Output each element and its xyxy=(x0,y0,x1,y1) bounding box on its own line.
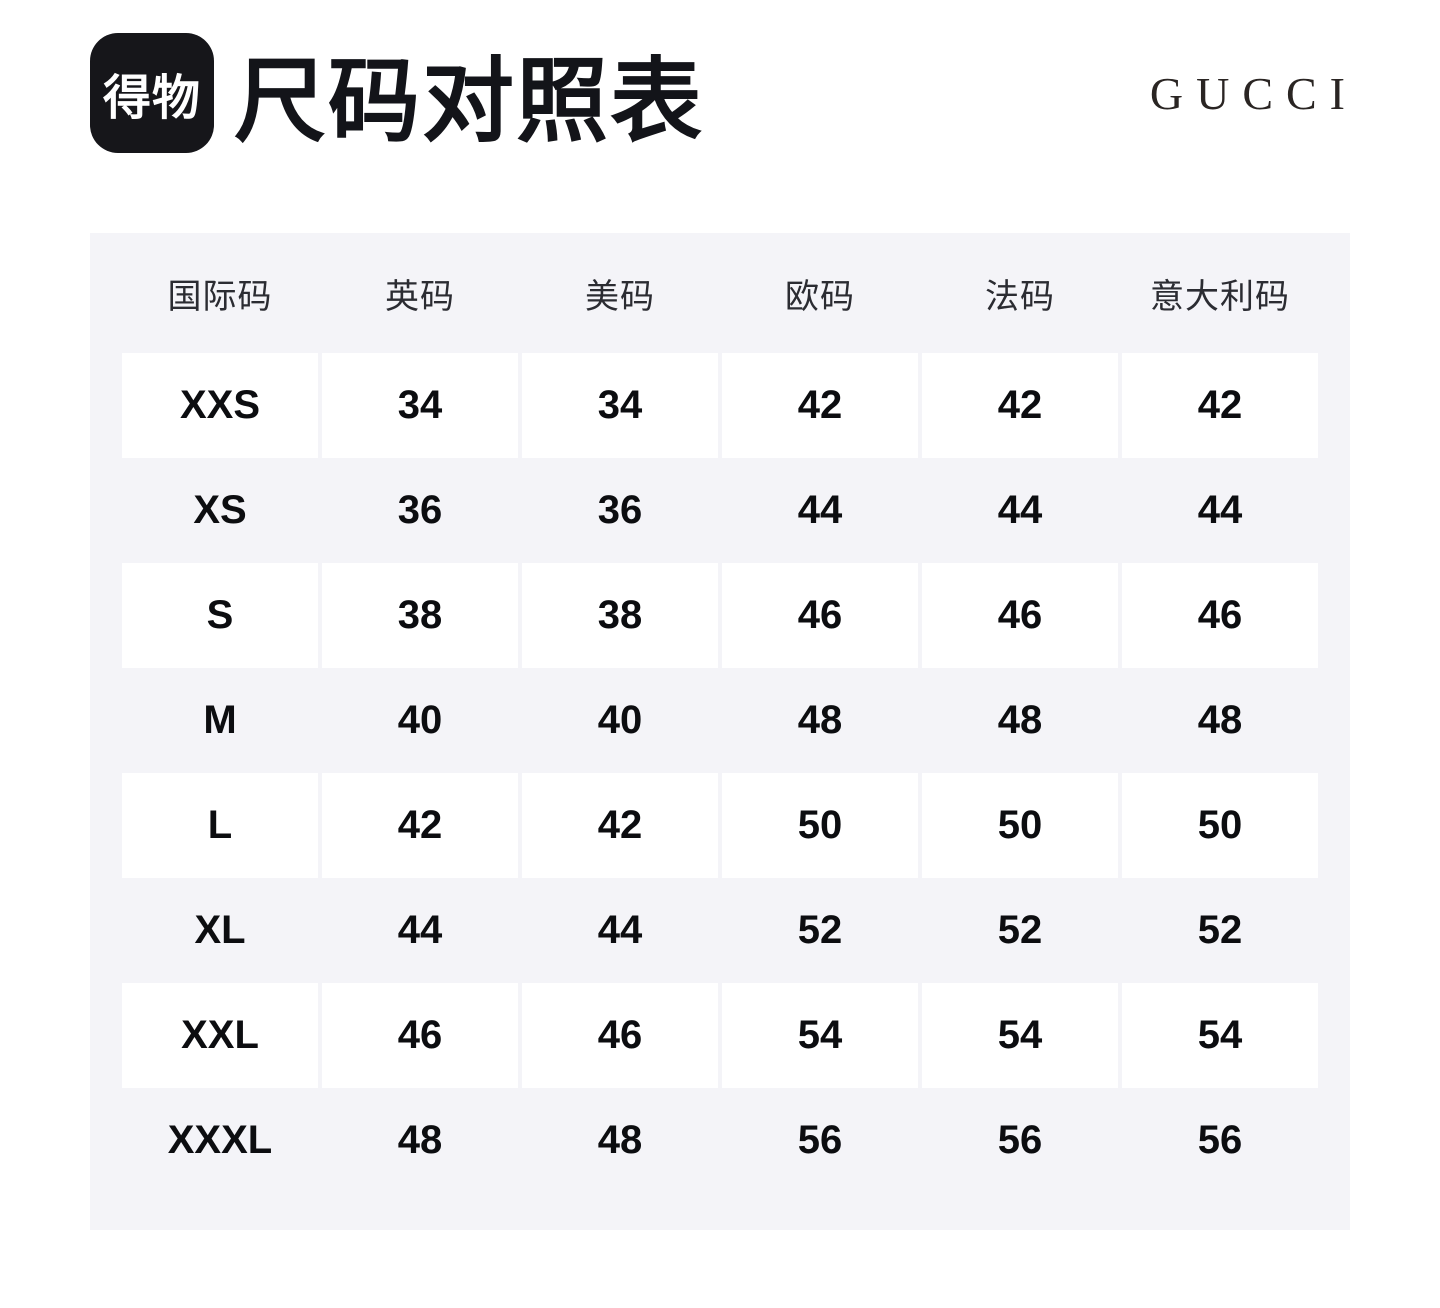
uk-cell: 42 xyxy=(322,773,518,878)
column-header-uk: 英码 xyxy=(385,277,455,316)
eu-cell: 44 xyxy=(797,488,843,532)
eu-cell: 42 xyxy=(722,353,918,458)
column-header-eu: 欧码 xyxy=(785,277,855,316)
table-row-xl: XL 44 44 52 52 52 xyxy=(122,878,1318,983)
eu-cell: 54 xyxy=(722,983,918,1088)
us-cell: 48 xyxy=(597,1118,643,1162)
us-cell: 40 xyxy=(597,698,643,742)
table-row-xs: XS 36 36 44 44 44 xyxy=(122,458,1318,563)
fr-cell: 54 xyxy=(922,983,1118,1088)
table-row-xxxl: XXXL 48 48 56 56 56 xyxy=(122,1088,1318,1193)
brand-logo: GUCCI xyxy=(1149,67,1358,119)
it-cell: 42 xyxy=(1122,353,1318,458)
table-row-l: L 42 42 50 50 50 xyxy=(122,773,1318,878)
page-title: 尺码对照表 xyxy=(234,50,705,153)
uk-cell: 44 xyxy=(397,908,443,952)
size-cell: S xyxy=(122,563,318,668)
us-cell: 36 xyxy=(597,488,643,532)
us-cell: 38 xyxy=(522,563,718,668)
table-header-row: 国际码 英码 美码 欧码 法码 意大利码 xyxy=(122,233,1318,353)
eu-cell: 52 xyxy=(797,908,843,952)
uk-cell: 40 xyxy=(397,698,443,742)
uk-cell: 36 xyxy=(397,488,443,532)
eu-cell: 50 xyxy=(722,773,918,878)
dewu-logo: 得物 xyxy=(90,33,214,153)
it-cell: 52 xyxy=(1197,908,1243,952)
fr-cell: 42 xyxy=(922,353,1118,458)
column-header-intl: 国际码 xyxy=(167,277,273,316)
size-cell: XXL xyxy=(122,983,318,1088)
fr-cell: 56 xyxy=(997,1118,1043,1162)
uk-cell: 48 xyxy=(397,1118,443,1162)
column-header-fr: 法码 xyxy=(985,277,1055,316)
us-cell: 34 xyxy=(522,353,718,458)
us-cell: 46 xyxy=(522,983,718,1088)
size-cell: L xyxy=(122,773,318,878)
column-header-us: 美码 xyxy=(585,277,655,316)
it-cell: 46 xyxy=(1122,563,1318,668)
it-cell: 50 xyxy=(1122,773,1318,878)
us-cell: 44 xyxy=(597,908,643,952)
fr-cell: 52 xyxy=(997,908,1043,952)
size-cell: XXXL xyxy=(167,1118,273,1162)
eu-cell: 46 xyxy=(722,563,918,668)
dewu-logo-text: 得物 xyxy=(102,72,201,125)
it-cell: 56 xyxy=(1197,1118,1243,1162)
page-header: 得物 尺码对照表 GUCCI xyxy=(0,0,1440,186)
it-cell: 48 xyxy=(1197,698,1243,742)
table-row-xxl: XXL 46 46 54 54 54 xyxy=(122,983,1318,1088)
uk-cell: 46 xyxy=(322,983,518,1088)
it-cell: 54 xyxy=(1122,983,1318,1088)
fr-cell: 46 xyxy=(922,563,1118,668)
eu-cell: 48 xyxy=(797,698,843,742)
eu-cell: 56 xyxy=(797,1118,843,1162)
uk-cell: 38 xyxy=(322,563,518,668)
size-cell: M xyxy=(203,698,237,742)
table-row-s: S 38 38 46 46 46 xyxy=(122,563,1318,668)
table-row-xxs: XXS 34 34 42 42 42 xyxy=(122,353,1318,458)
table-row-m: M 40 40 48 48 48 xyxy=(122,668,1318,773)
size-cell: XS xyxy=(193,488,247,532)
column-header-it: 意大利码 xyxy=(1150,277,1290,316)
fr-cell: 44 xyxy=(997,488,1043,532)
fr-cell: 50 xyxy=(922,773,1118,878)
us-cell: 42 xyxy=(522,773,718,878)
fr-cell: 48 xyxy=(997,698,1043,742)
size-cell: XL xyxy=(194,908,246,952)
size-chart-panel: 国际码 英码 美码 欧码 法码 意大利码 XXS 34 34 42 42 42 … xyxy=(90,233,1350,1230)
size-cell: XXS xyxy=(122,353,318,458)
uk-cell: 34 xyxy=(322,353,518,458)
it-cell: 44 xyxy=(1197,488,1243,532)
